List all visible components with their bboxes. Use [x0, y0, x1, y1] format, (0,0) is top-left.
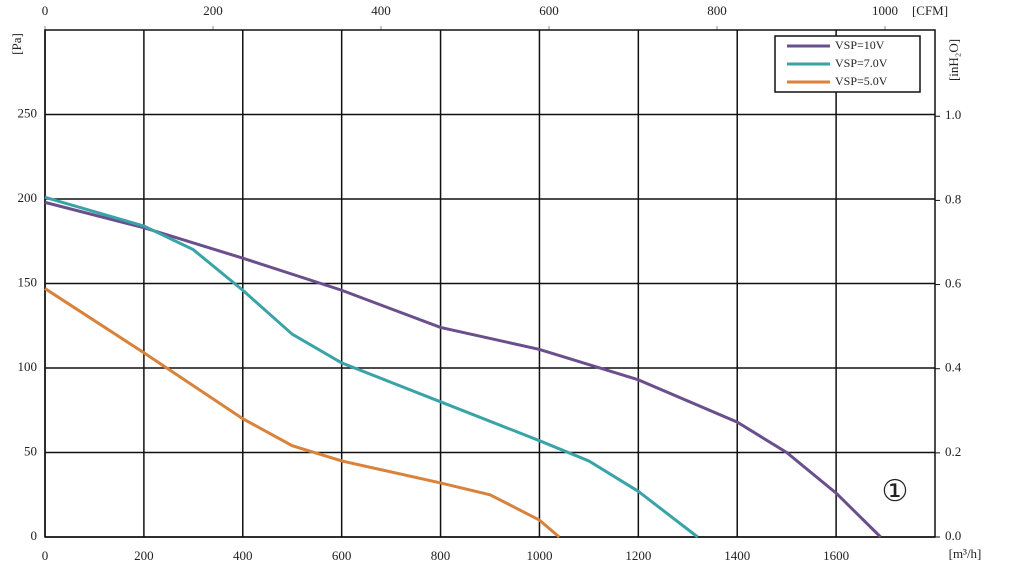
legend-label: VSP=7.0V: [835, 56, 888, 70]
y2-tick-label: 0.4: [945, 360, 962, 375]
plot-frame: [44, 29, 936, 538]
x2-tick-label: 1000: [872, 3, 898, 18]
y-tick-label: 150: [18, 274, 38, 289]
x-tick-label: 1200: [625, 548, 651, 563]
y-tick-label: 0: [31, 528, 38, 543]
x-tick-label: 1600: [823, 548, 849, 563]
series-line: [44, 200, 882, 539]
y-axis-label: [Pa]: [9, 33, 24, 55]
annotation: ①: [882, 475, 909, 508]
x2-tick-label: 800: [707, 3, 727, 18]
legend-label: VSP=10V: [835, 38, 885, 52]
y2-axis-label: [inH₂O]: [946, 39, 961, 81]
x-tick-label: 1400: [724, 548, 750, 563]
x2-tick-label: 0: [42, 3, 49, 18]
x2-axis-label: [CFM]: [912, 3, 948, 18]
x2-tick-label: 600: [539, 3, 559, 18]
x-tick-label: 600: [332, 548, 352, 563]
y2-tick-label: 1.0: [945, 107, 961, 122]
y2-tick-label: 0.0: [945, 528, 961, 543]
y-tick-label: 50: [24, 443, 37, 458]
x2-tick-label: 200: [203, 3, 223, 18]
series-line: [44, 287, 561, 539]
x-tick-label: 400: [233, 548, 253, 563]
y2-tick-label: 0.6: [945, 276, 962, 291]
y-tick-label: 200: [18, 190, 38, 205]
x2-tick-label: 400: [371, 3, 391, 18]
series-line: [44, 195, 699, 539]
y2-tick-label: 0.2: [945, 444, 961, 459]
y2-tick-label: 0.8: [945, 191, 961, 206]
x-tick-label: 200: [134, 548, 154, 563]
legend-label: VSP=5.0V: [835, 74, 888, 88]
x-axis-label: [m³/h]: [949, 546, 982, 561]
y-tick-label: 100: [18, 359, 38, 374]
x-tick-label: 1000: [526, 548, 552, 563]
y-tick-label: 250: [18, 105, 38, 120]
x-tick-label: 800: [431, 548, 451, 563]
x-tick-label: 0: [42, 548, 49, 563]
